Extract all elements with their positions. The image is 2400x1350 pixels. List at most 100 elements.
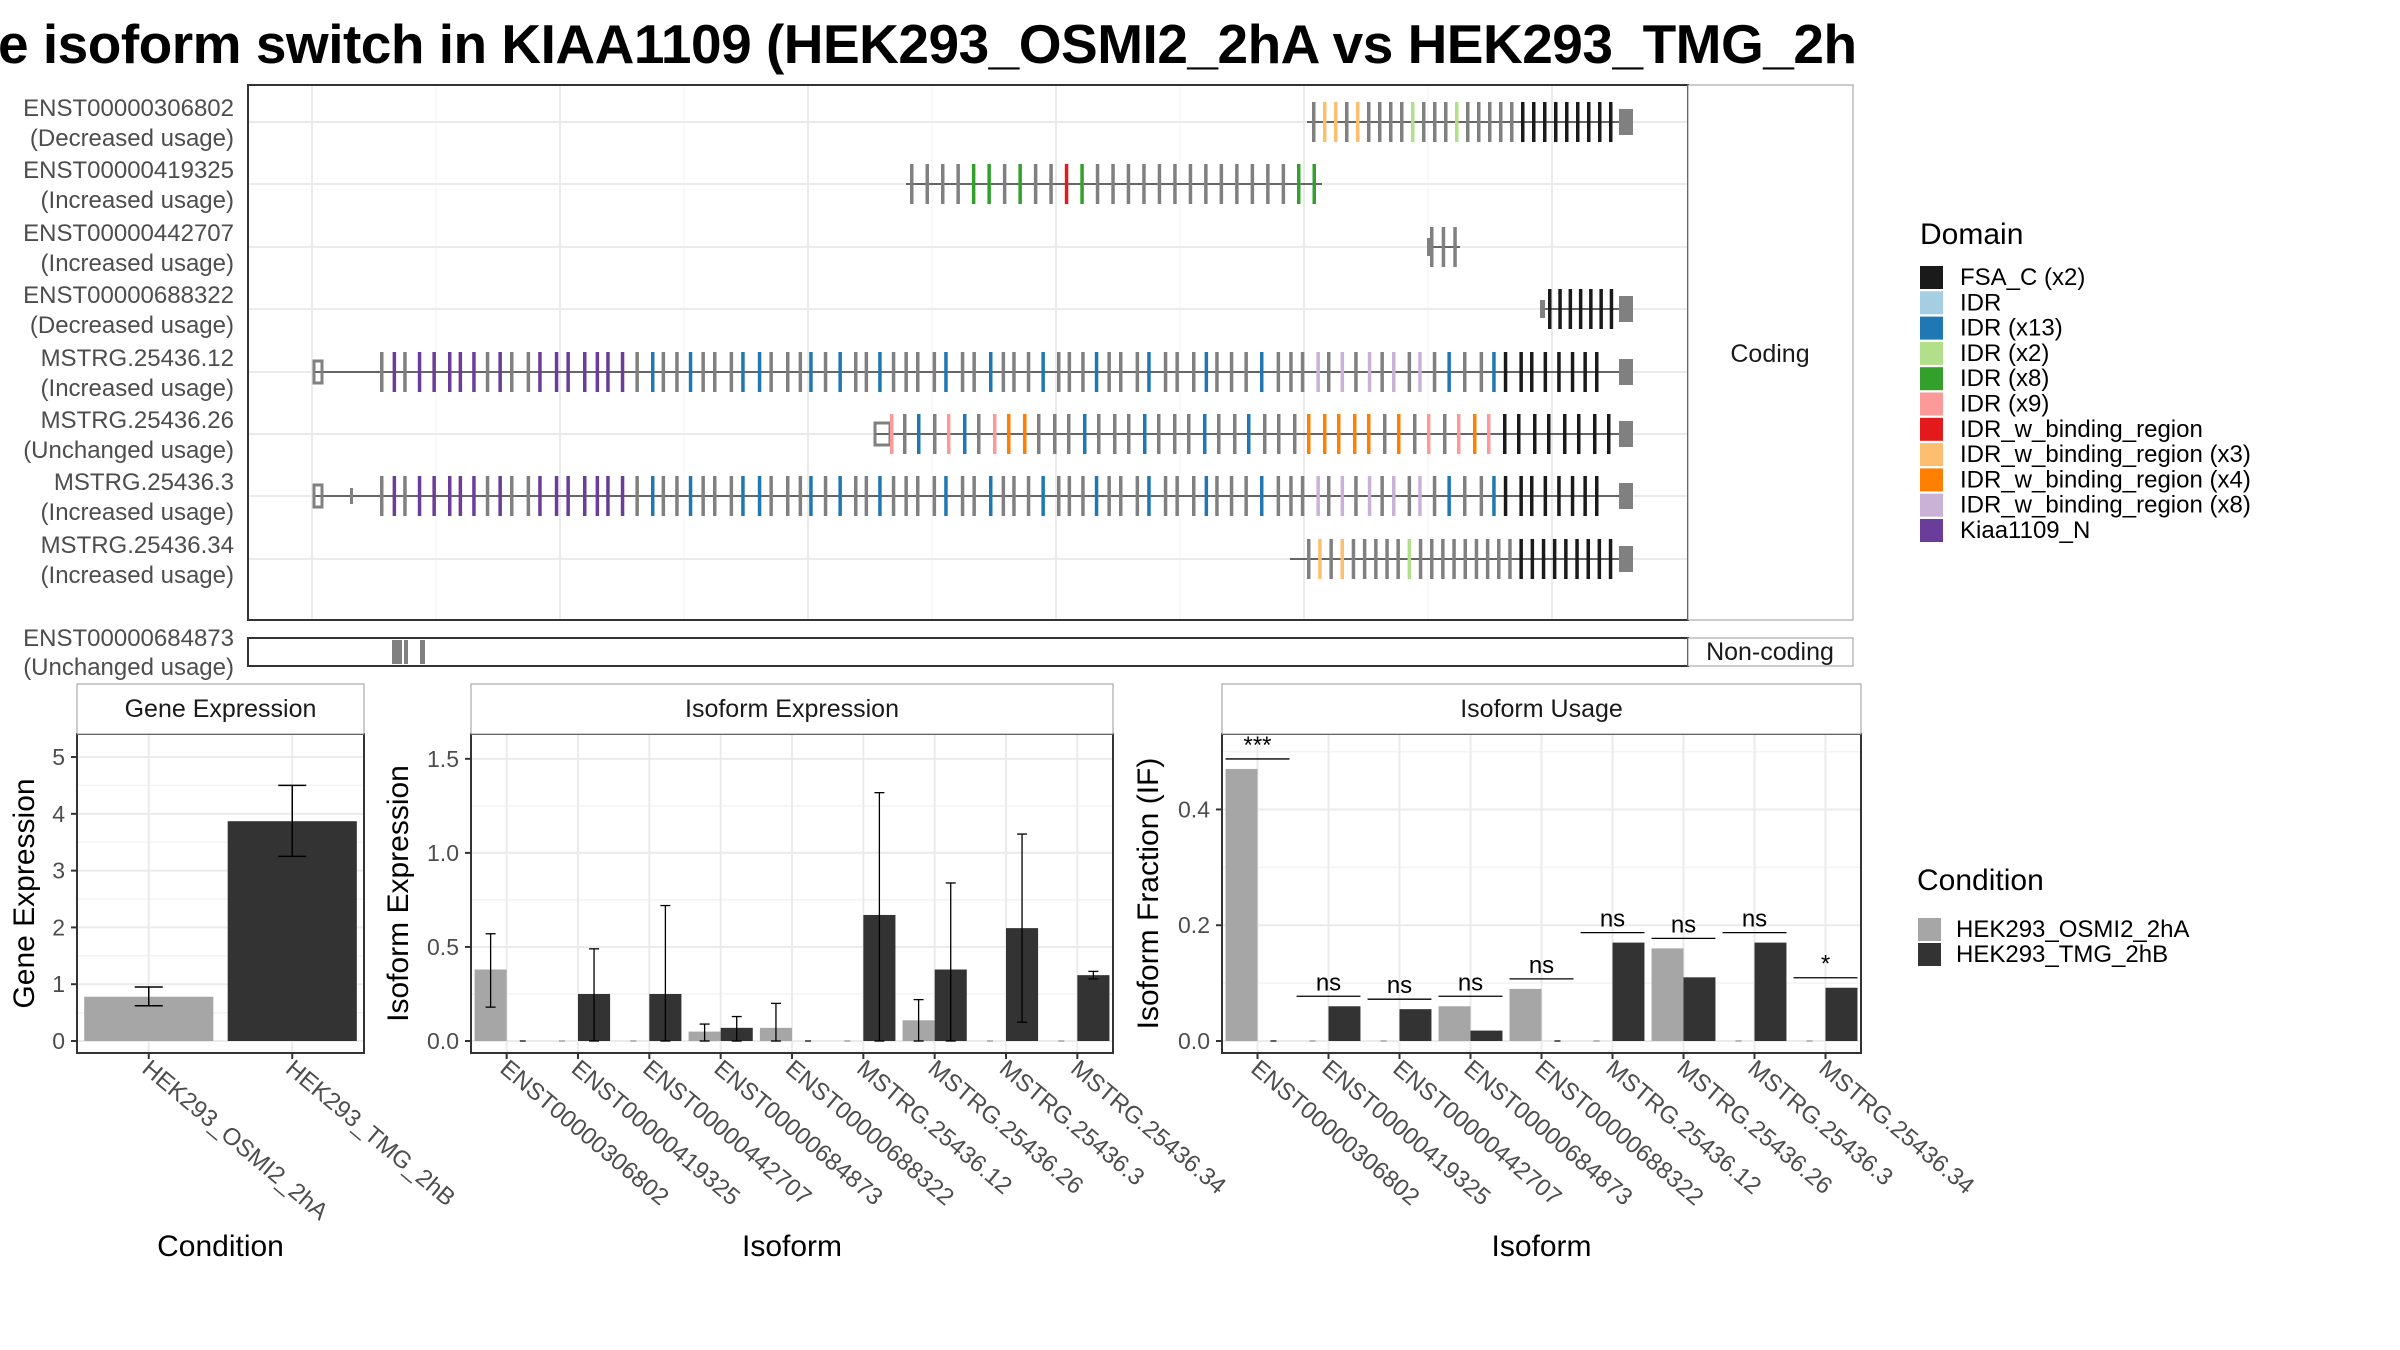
exon [1380,352,1384,392]
exon [1204,352,1209,392]
exon [1173,414,1177,454]
exon [1351,539,1356,579]
exon [786,352,790,392]
exon [1378,102,1382,142]
exon [1327,476,1331,516]
exon [1463,476,1467,516]
structure-panel-background [248,85,1688,620]
exon-utr [1619,483,1633,509]
bar [1225,768,1258,1041]
significance-label: ns [1742,906,1767,933]
exon [1474,539,1479,579]
exon [823,352,828,392]
exon [1427,414,1431,454]
y-axis-label: Gene Expression [8,778,41,1008]
exon [916,476,920,516]
exon [1289,476,1293,516]
exon [1244,352,1248,392]
isoform-label: ENST00000306802 [23,95,234,122]
y-tick-label: 0.5 [427,934,459,960]
domain-legend-label: IDR_w_binding_region (x3) [1960,441,2251,468]
exon [1533,414,1537,454]
exon-utr [312,483,324,509]
exon [972,352,976,392]
domain-legend-label: IDR_w_binding_region (x8) [1960,492,2251,519]
exon [510,476,514,516]
exon [1067,414,1071,454]
exon [620,352,625,392]
transcript-model-3 [1427,227,1460,267]
exon [1080,164,1084,204]
condition-legend-key [1918,918,1941,941]
exon [1083,414,1087,454]
domain-legend-key [1920,417,1943,441]
exon [1001,352,1006,392]
exon [1463,352,1467,392]
facet-title: Isoform Usage [1460,695,1623,723]
exon [864,352,869,392]
exon [1142,164,1146,204]
exon [1609,102,1613,142]
transcript-model-1 [1307,102,1633,142]
exon [1479,352,1484,392]
exon [941,164,945,204]
exon [1327,352,1331,392]
isoform-label: MSTRG.25436.3 [54,469,234,496]
exon [472,476,476,516]
exon [606,352,610,392]
exon [1586,539,1590,579]
y-tick-label: 3 [52,858,65,884]
exon [1094,476,1099,516]
exon [1127,414,1131,454]
domain-legend-key [1920,519,1943,542]
facet-strip [76,683,365,735]
isoform-usage-label: (Increased usage) [41,187,234,214]
exon [1441,227,1446,267]
exon [1337,414,1341,454]
transcript-structure-panel: Coding ENST00000306802 (Decreased usage) EN… [23,84,1854,621]
exon [1260,352,1264,392]
exon [1157,414,1161,454]
domain-legend-key [1920,443,1943,467]
exon [1300,352,1305,392]
exon [1466,102,1470,142]
noncoding-strip [1687,637,1854,667]
exon [1244,476,1248,516]
exon [1595,476,1599,516]
exon [1543,476,1548,516]
exon [1432,352,1437,392]
condition-legend-title: Condition [1917,864,2044,897]
bar [1470,1030,1503,1041]
facet-strip [470,683,1114,735]
exon [1422,102,1426,142]
exon [1433,102,1437,142]
exon [741,476,745,516]
facet-title: Isoform Expression [685,695,899,723]
exon [661,476,666,516]
domain-legend-key [1920,266,1943,289]
exon [1157,164,1162,204]
exon [1247,414,1251,454]
exon [1389,102,1393,142]
exon [1530,352,1534,392]
exon [713,476,717,516]
exon [1599,289,1603,329]
domain-legend-label: IDR (x9) [1960,391,2049,418]
isoform-label: MSTRG.25436.26 [41,407,234,434]
exon [1107,352,1111,392]
exon [1578,289,1583,329]
exon [392,352,397,392]
exon [729,352,734,392]
significance-label: ns [1387,972,1412,999]
exon [485,476,490,516]
exon [1575,539,1579,579]
exon [904,476,908,516]
isoform-usage-label: (Decreased usage) [30,125,234,152]
exon [864,476,869,516]
exon [1430,227,1434,267]
exon [1447,476,1451,516]
exon [1400,102,1404,142]
significance-label: *** [1243,732,1271,759]
exon [1192,476,1196,516]
